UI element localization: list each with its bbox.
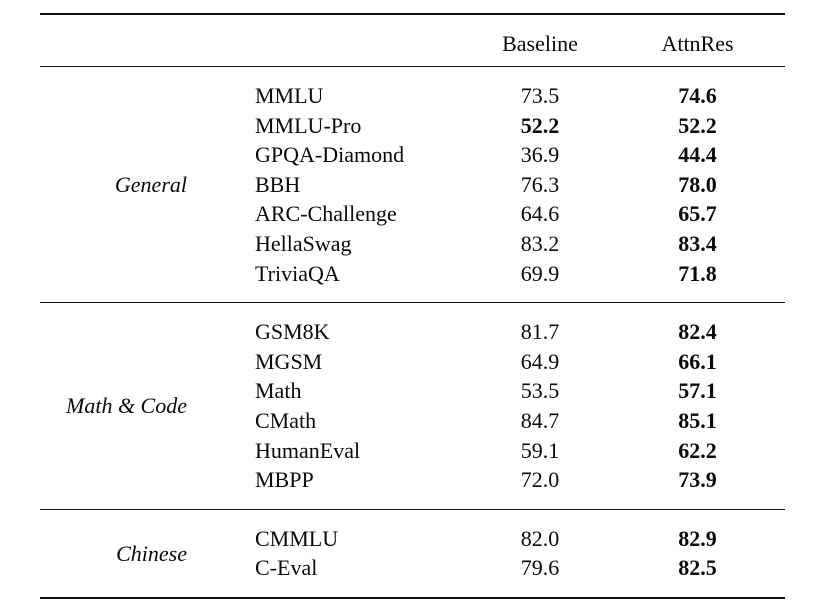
table-row: HellaSwag 83.2 83.4 xyxy=(40,229,785,259)
attnres-value: 83.4 xyxy=(678,230,717,256)
baseline-value: 69.9 xyxy=(520,260,560,286)
table-row: BBH 76.3 78.0 xyxy=(40,170,785,200)
table-row: GPQA-Diamond 36.9 44.4 xyxy=(40,140,785,170)
benchmark-name: CMath xyxy=(255,407,317,433)
attnres-value: 73.9 xyxy=(678,467,717,493)
attnres-value: 82.9 xyxy=(678,525,717,551)
benchmark-name: ARC-Challenge xyxy=(255,201,397,227)
table-row: MMLU-Pro 52.2 52.2 xyxy=(40,111,785,141)
baseline-value: 79.6 xyxy=(520,555,560,581)
benchmark-name: C-Eval xyxy=(255,555,318,581)
group-label: Chinese xyxy=(116,540,187,566)
table-header: Baseline AttnRes xyxy=(40,14,785,67)
baseline-value: 64.6 xyxy=(520,201,560,227)
benchmark-name: GPQA-Diamond xyxy=(255,142,405,168)
header-attnres: AttnRes xyxy=(661,30,734,56)
header-baseline: Baseline xyxy=(502,30,578,56)
table-row: Math 53.5 57.1 xyxy=(40,376,785,406)
attnres-value: 52.2 xyxy=(678,112,717,138)
baseline-value: 76.3 xyxy=(520,171,560,197)
header-group-column xyxy=(40,14,230,67)
table-row: CMath 84.7 85.1 xyxy=(40,406,785,436)
group-chinese: Chinese CMMLU 82.0 82.9 C-Eval 79.6 82.5 xyxy=(40,509,785,598)
table-row: ARC-Challenge 64.6 65.7 xyxy=(40,199,785,229)
benchmark-name: HumanEval xyxy=(255,437,361,463)
benchmark-name: MGSM xyxy=(255,348,323,374)
baseline-value: 81.7 xyxy=(520,319,560,345)
attnres-value: 85.1 xyxy=(678,407,717,433)
baseline-value: 53.5 xyxy=(520,378,560,404)
header-row: Baseline AttnRes xyxy=(40,14,785,67)
benchmark-name: GSM8K xyxy=(255,319,330,345)
benchmark-name: BBH xyxy=(255,171,301,197)
group-general: General MMLU 73.5 74.6 MMLU-Pro 52.2 52.2 GPQA-… xyxy=(40,66,785,303)
benchmark-name: Math xyxy=(255,378,302,404)
table-row: Math & Code GSM8K 81.7 82.4 xyxy=(40,303,785,418)
benchmark-name: MMLU-Pro xyxy=(255,112,362,138)
baseline-value: 72.0 xyxy=(520,467,560,493)
group-label: Math & Code xyxy=(66,393,187,419)
baseline-value: 84.7 xyxy=(520,407,560,433)
baseline-value: 36.9 xyxy=(520,142,560,168)
table-row: C-Eval 79.6 82.5 xyxy=(40,553,785,598)
header-benchmark-column xyxy=(230,14,470,67)
benchmark-name: TriviaQA xyxy=(255,260,340,286)
table-row: MBPP 72.0 73.9 xyxy=(40,465,785,509)
baseline-value: 73.5 xyxy=(520,83,560,108)
baseline-value: 83.2 xyxy=(520,230,560,256)
attnres-value: 71.8 xyxy=(678,260,717,286)
baseline-value: 59.1 xyxy=(520,437,560,463)
attnres-value: 62.2 xyxy=(678,437,717,463)
attnres-value: 65.7 xyxy=(678,201,717,227)
baseline-value: 82.0 xyxy=(520,525,560,551)
attnres-value: 57.1 xyxy=(678,378,717,404)
table-row: TriviaQA 69.9 71.8 xyxy=(40,259,785,303)
attnres-value: 82.5 xyxy=(678,555,717,581)
group-label: General xyxy=(114,171,187,197)
group-math-code: Math & Code GSM8K 81.7 82.4 MGSM 64.9 66.1 Math… xyxy=(40,302,785,510)
table-row: General MMLU 73.5 74.6 xyxy=(40,67,785,197)
benchmark-results-table: Baseline AttnRes General MMLU 73.5 74.6 MMLU… xyxy=(40,13,785,599)
attnres-value: 66.1 xyxy=(678,348,717,374)
table-row: HumanEval 59.1 62.2 xyxy=(40,436,785,466)
table-row: MGSM 64.9 66.1 xyxy=(40,347,785,377)
baseline-value: 52.2 xyxy=(520,112,560,138)
table-row: Chinese CMMLU 82.0 82.9 xyxy=(40,509,785,566)
attnres-value: 78.0 xyxy=(678,171,717,197)
attnres-value: 74.6 xyxy=(678,83,717,108)
benchmark-name: CMMLU xyxy=(255,525,339,551)
benchmark-name: MBPP xyxy=(255,467,314,493)
benchmark-name: MMLU xyxy=(255,83,324,108)
benchmark-name: HellaSwag xyxy=(255,230,352,256)
attnres-value: 44.4 xyxy=(678,142,717,168)
baseline-value: 64.9 xyxy=(520,348,560,374)
attnres-value: 82.4 xyxy=(678,319,717,345)
